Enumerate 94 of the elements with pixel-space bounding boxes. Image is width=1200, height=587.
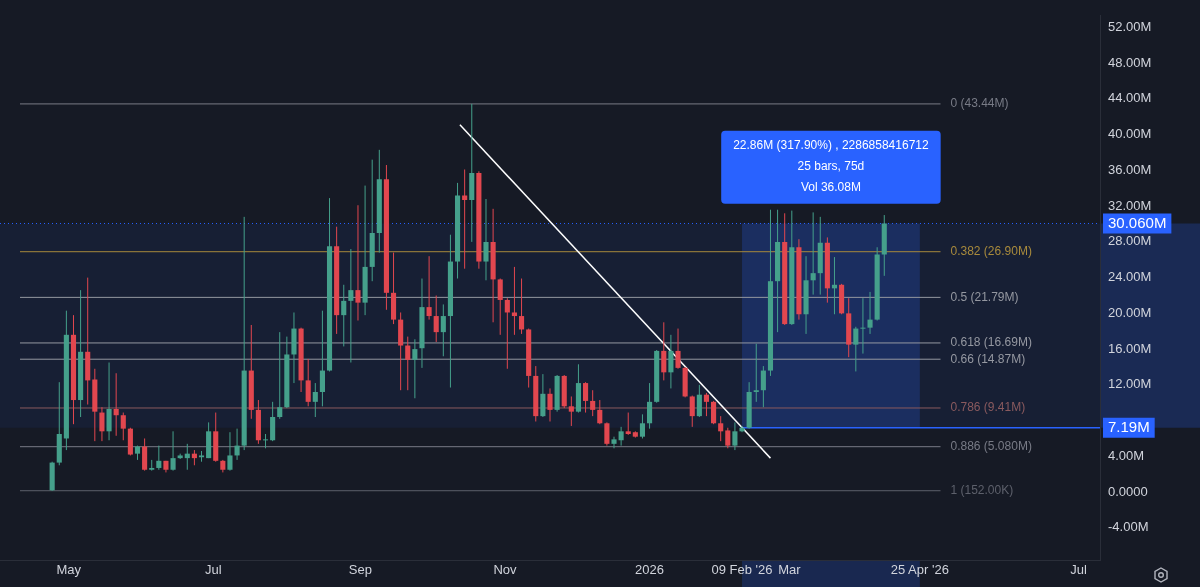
ref-line-label: 0.382 (26.90M)	[950, 244, 1032, 259]
ref-line-label: 0 (43.44M)	[950, 96, 1009, 111]
candlestick	[604, 421, 610, 447]
candlestick	[312, 382, 318, 418]
y-tick-label: 36.00M	[1108, 161, 1152, 177]
candlestick	[611, 436, 617, 449]
candlestick	[661, 321, 667, 381]
candlestick	[810, 211, 816, 296]
candlestick	[305, 358, 311, 407]
candlestick	[497, 278, 503, 336]
candlestick	[639, 413, 646, 439]
candlestick	[583, 381, 589, 414]
y-tick-label: 44.00M	[1108, 90, 1152, 106]
candlestick	[511, 266, 517, 336]
candlestick	[277, 331, 283, 420]
candlestick	[590, 389, 596, 417]
candlestick	[703, 392, 710, 417]
y-tick-label: 16.00M	[1108, 340, 1152, 356]
x-tick-label: Jul	[205, 562, 222, 578]
candlestick	[760, 365, 766, 408]
candlestick	[483, 198, 489, 281]
x-tick-label: Sep	[348, 562, 372, 578]
candlestick	[753, 343, 759, 403]
candlestick	[156, 445, 162, 471]
x-tick-label: 2026	[635, 562, 665, 578]
candlestick	[547, 387, 553, 422]
y-tick-label: 48.00M	[1108, 54, 1152, 70]
candlestick	[504, 297, 510, 370]
y-tick-label: 40.00M	[1108, 126, 1152, 142]
candlestick	[227, 431, 233, 472]
x-tick-label: 25 Apr '26	[890, 562, 949, 578]
y-tick-label: 20.00M	[1108, 304, 1152, 320]
candlestick	[142, 437, 148, 472]
candlestick	[689, 395, 695, 428]
candlestick	[120, 412, 126, 441]
y-tick-label: 28.00M	[1108, 233, 1152, 249]
candlestick	[647, 382, 653, 430]
x-tick-label: Nov	[493, 562, 518, 578]
candlestick	[867, 291, 873, 335]
annotation: 22.86M (317.90%) , 2286858416712	[733, 138, 929, 153]
x-tick-label: Mar	[778, 562, 802, 578]
y-tick-label: 4.00M	[1108, 447, 1145, 463]
ref-line-label: 0.886 (5.080M)	[950, 439, 1032, 453]
x-tick-label: 09 Feb '26	[711, 562, 773, 578]
ref-line-label: 0.786 (9.41M)	[950, 400, 1026, 415]
candlestick	[262, 433, 269, 449]
x-tick-label: May	[56, 562, 82, 578]
candlestick	[568, 395, 574, 427]
candlestick	[319, 310, 325, 407]
candlestick	[99, 406, 105, 442]
candlestick	[341, 284, 347, 347]
candlestick	[234, 428, 240, 461]
y-tick-label: 12.00M	[1108, 376, 1152, 392]
y-tick-label: 32.00M	[1108, 197, 1152, 213]
ref-line-label: 0.66 (14.87M)	[950, 351, 1026, 366]
candlestick	[718, 415, 724, 442]
candlestick	[597, 399, 603, 425]
y-tick-label: 24.00M	[1108, 269, 1152, 285]
candlestick	[170, 430, 176, 472]
candlestick	[355, 204, 361, 322]
annotation: Vol 36.08M	[800, 180, 861, 195]
candlestick	[518, 278, 525, 335]
candlestick	[270, 401, 276, 442]
y-tick-label: 0.0000	[1108, 483, 1148, 499]
candlestick	[668, 334, 674, 389]
candlestick	[440, 303, 446, 357]
candlestick	[860, 297, 866, 355]
candlestick	[675, 328, 681, 370]
ref-line-label: 7.19M	[1108, 417, 1150, 435]
candlestick	[618, 426, 624, 447]
y-tick-label: -4.00M	[1108, 519, 1149, 535]
annotation: 25 bars, 75d	[797, 159, 865, 174]
candlestick	[853, 326, 859, 372]
ref-line-label: 30.060M	[1108, 213, 1167, 231]
candlestick	[113, 372, 119, 437]
candlestick	[725, 427, 731, 449]
candlestick	[106, 362, 112, 441]
ref-line-label: 0.5 (21.79M)	[950, 289, 1019, 304]
ref-line-label: 0.618 (16.69M)	[950, 335, 1032, 350]
candlestick	[405, 336, 411, 391]
x-tick-label: Jul	[1070, 562, 1088, 578]
y-tick-label: 52.00M	[1108, 18, 1152, 34]
candlestick	[540, 373, 546, 418]
candlestick	[625, 412, 631, 436]
candlestick	[348, 248, 354, 364]
candlestick	[412, 338, 418, 399]
candlestick	[732, 421, 738, 451]
candlestick	[696, 384, 702, 418]
candlestick	[462, 169, 468, 270]
ref-line-label: 1 (152.00K)	[950, 483, 1014, 498]
candlestick	[711, 400, 717, 425]
candlestick	[739, 425, 745, 433]
candlestick	[426, 255, 432, 321]
candlestick	[433, 295, 439, 343]
